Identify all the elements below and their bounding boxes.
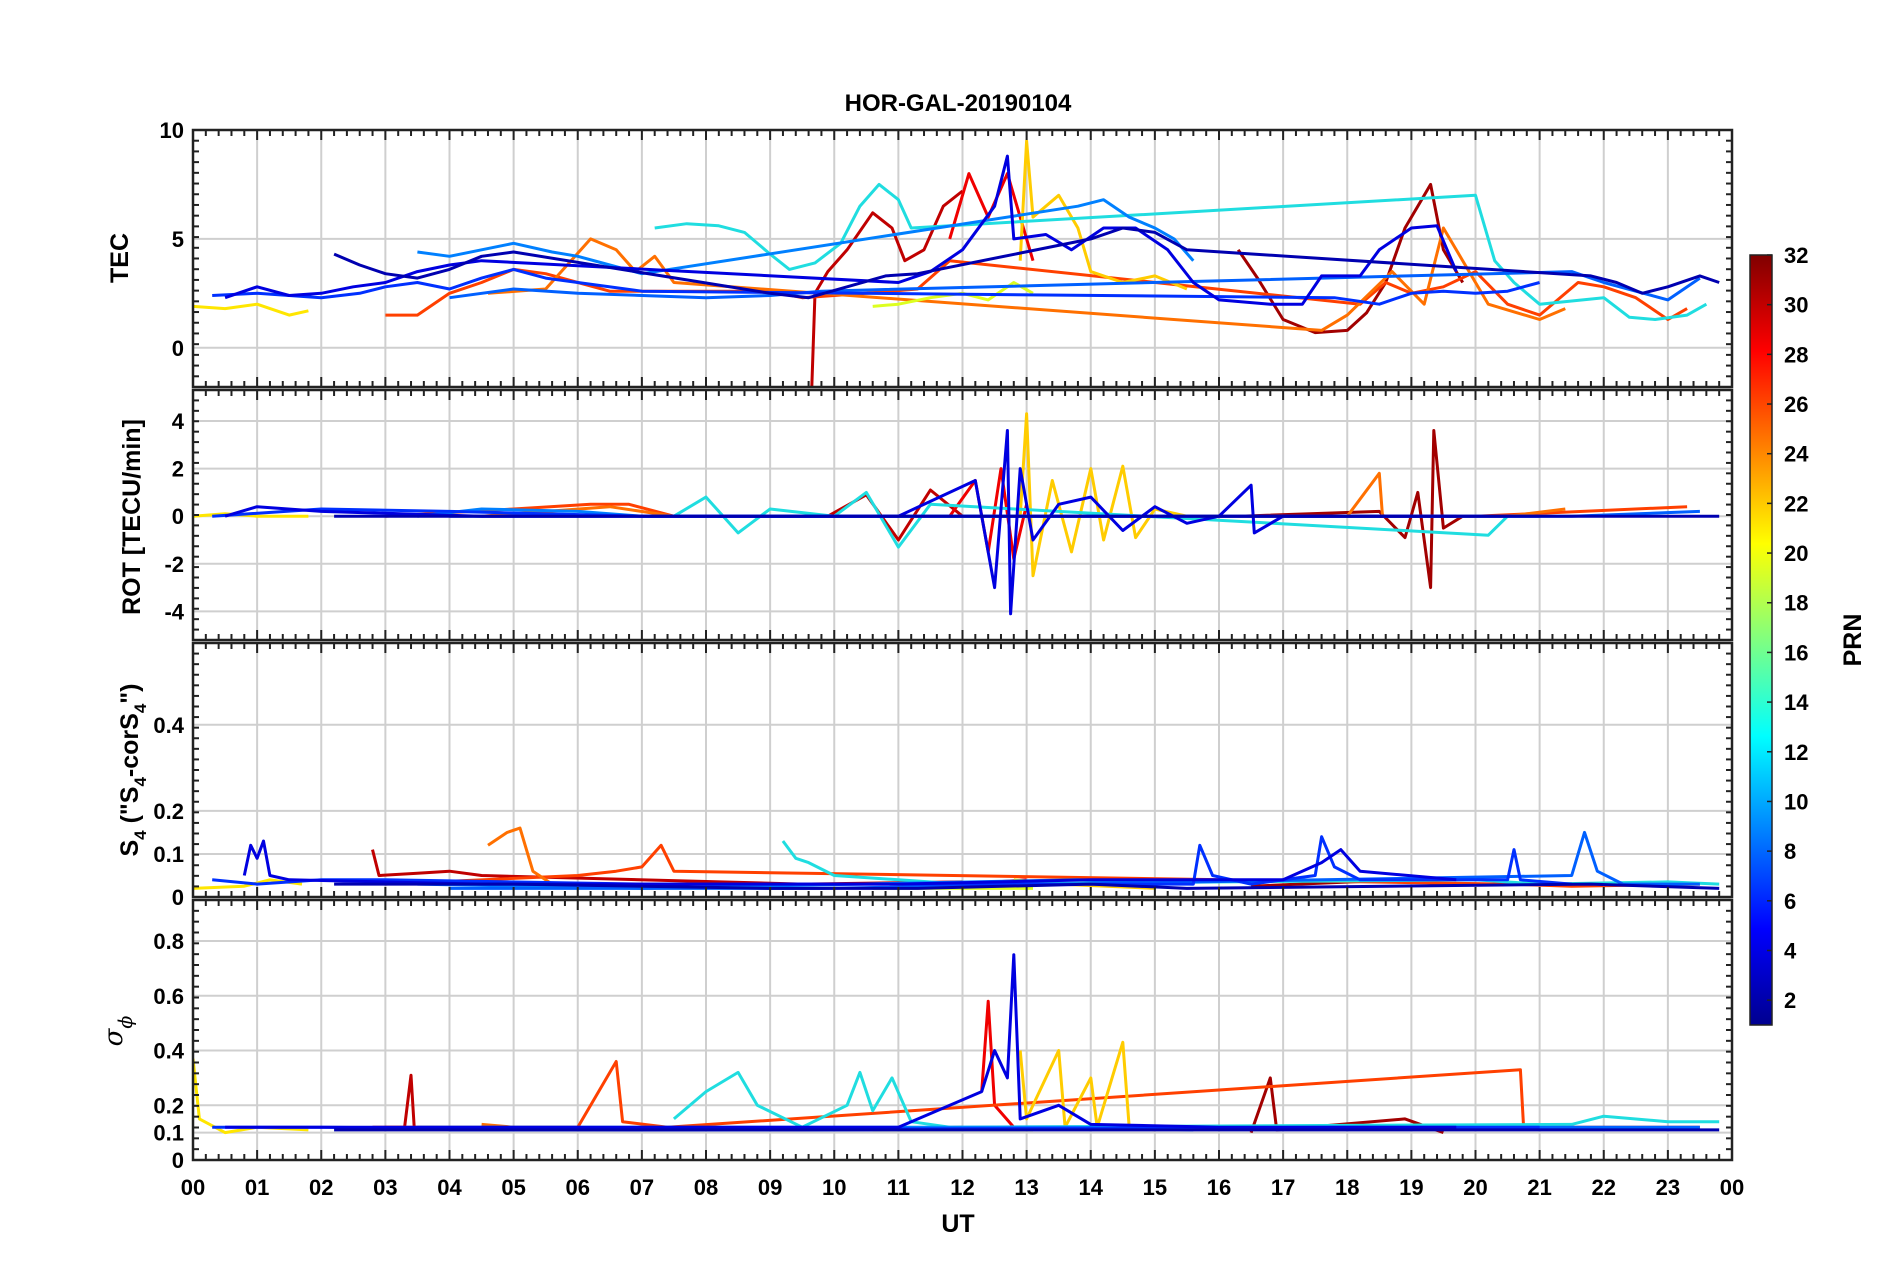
x-tick-label: 18 (1335, 1175, 1359, 1200)
panel-s4: 0 0.1 0.2 0.4 S4 ("S4-corS4") (116, 643, 1732, 910)
x-tick-label: 21 (1527, 1175, 1551, 1200)
panel-rot: -4 -2 0 2 4 ROT [TECU/min] (118, 390, 1732, 640)
ylabel-tec: TEC (106, 233, 134, 283)
x-tick-label: 01 (245, 1175, 269, 1200)
x-tick-label: 20 (1463, 1175, 1487, 1200)
x-tick-label: 17 (1271, 1175, 1295, 1200)
colorbar-tick-label: 32 (1784, 243, 1808, 268)
colorbar-tick-label: 12 (1784, 740, 1808, 765)
colorbar-tick-label: 14 (1784, 690, 1809, 715)
x-tick-label: 22 (1592, 1175, 1616, 1200)
x-tick-label: 23 (1656, 1175, 1680, 1200)
x-tick-label: 15 (1143, 1175, 1167, 1200)
x-tick-label: 06 (566, 1175, 590, 1200)
x-tick-label: 13 (1014, 1175, 1038, 1200)
colorbar-tick-label: 22 (1784, 491, 1808, 516)
colorbar-label: PRN (1839, 614, 1867, 667)
colorbar-tick-label: 28 (1784, 342, 1808, 367)
x-tick-label: 08 (694, 1175, 718, 1200)
y-tick-label: 0 (172, 504, 184, 529)
y-tick-label: 0.1 (153, 842, 184, 867)
y-tick-label: 0.2 (153, 799, 184, 824)
x-tick-label: 10 (822, 1175, 846, 1200)
x-tick-label: 00 (1720, 1175, 1744, 1200)
y-tick-label: 2 (172, 457, 184, 482)
y-tick-label: -2 (164, 552, 184, 577)
colorbar-tick-label: 10 (1784, 789, 1808, 814)
y-tick-label: 4 (172, 409, 185, 434)
y-tick-label: 0 (172, 885, 184, 910)
ylabel-sigma-phi: σϕ (99, 1016, 137, 1047)
x-tick-label: 04 (437, 1175, 462, 1200)
panel-tec: 0 5 10 TEC (106, 118, 1732, 387)
x-tick-label: 03 (373, 1175, 397, 1200)
x-tick-label: 19 (1399, 1175, 1423, 1200)
y-tick-label: 10 (160, 118, 184, 143)
x-tick-label: 09 (758, 1175, 782, 1200)
colorbar-tick-label: 20 (1784, 541, 1808, 566)
ylabel-rot: ROT [TECU/min] (118, 419, 146, 615)
colorbar-gradient (1750, 255, 1772, 1025)
colorbar-tick-label: 30 (1784, 293, 1808, 318)
x-tick-labels: 00 01 02 03 04 05 06 07 08 09 10 11 12 13 14 15 16 17 18 19… (181, 1175, 1744, 1200)
colorbar-tick-label: 8 (1784, 839, 1796, 864)
colorbar-tick-label: 6 (1784, 889, 1796, 914)
y-tick-label: 0.2 (153, 1093, 184, 1118)
x-tick-label: 05 (501, 1175, 525, 1200)
colorbar-tick-label: 26 (1784, 392, 1808, 417)
x-tick-label: 12 (950, 1175, 974, 1200)
y-tick-label: 0.8 (153, 929, 184, 954)
x-tick-label: 14 (1079, 1175, 1104, 1200)
y-tick-label: 5 (172, 227, 184, 252)
panel-sigma-phi: 00.1 0.2 0.4 0.6 0.8 σϕ (99, 900, 1732, 1173)
y-tick-label: 0.6 (153, 984, 184, 1009)
colorbar-tick-label: 4 (1784, 938, 1797, 963)
y-tick-label: 0.4 (153, 1039, 184, 1064)
y-tick-label: 0 (172, 1148, 184, 1173)
colorbar-tick-label: 16 (1784, 640, 1808, 665)
y-tick-label: -4 (164, 599, 184, 624)
x-tick-label: 16 (1207, 1175, 1231, 1200)
y-tick-label: 0.4 (153, 713, 184, 738)
x-tick-label: 00 (181, 1175, 205, 1200)
y-tick-label: 0 (172, 336, 184, 361)
ylabel-s4: S4 ("S4-corS4") (116, 684, 150, 857)
x-tick-label: 11 (887, 1175, 910, 1200)
colorbar-tick-label: 24 (1784, 442, 1809, 467)
colorbar-tick-label: 18 (1784, 591, 1808, 616)
x-tick-label: 02 (309, 1175, 333, 1200)
y-tick-label: 0.1 (153, 1121, 184, 1146)
chart-title: HOR-GAL-20190104 (845, 90, 1072, 117)
x-tick-label: 07 (630, 1175, 654, 1200)
colorbar-tick-label: 2 (1784, 988, 1796, 1013)
x-axis-label: UT (941, 1210, 974, 1238)
